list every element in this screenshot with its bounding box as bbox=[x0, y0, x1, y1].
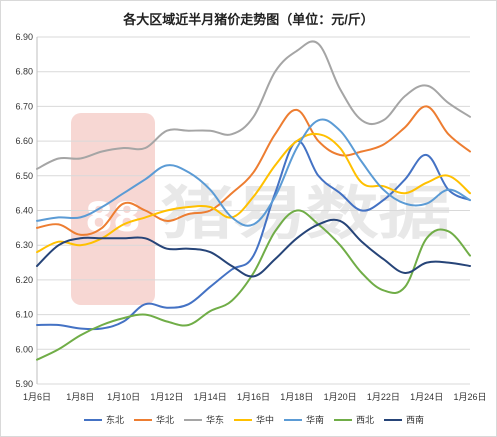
x-tick-label: 1月12日 bbox=[150, 392, 183, 402]
y-tick-label: 6.30 bbox=[15, 240, 33, 250]
x-axis-ticks: 1月6日 1月8日 1月10日 1月12日 1月14日 1月16日 1月18日 1月20日 1月… bbox=[23, 392, 487, 402]
y-tick-label: 6.60 bbox=[15, 136, 33, 146]
series-line-4 bbox=[36, 118, 471, 227]
y-tick-label: 6.80 bbox=[15, 67, 33, 77]
y-tick-label: 6.50 bbox=[15, 171, 33, 181]
y-tick-label: 6.10 bbox=[15, 310, 33, 320]
x-tick-label: 1月20日 bbox=[324, 392, 357, 402]
x-tick-label: 1月8日 bbox=[66, 392, 94, 402]
legend-label-6: 西南 bbox=[406, 414, 424, 425]
x-tick-label: 1月18日 bbox=[280, 392, 313, 402]
y-tick-label: 6.70 bbox=[15, 101, 33, 111]
legend-label-3: 华中 bbox=[256, 414, 274, 425]
series-line-5 bbox=[36, 209, 471, 361]
watermark: 88 猪易数据 bbox=[71, 113, 451, 305]
series-line-2 bbox=[36, 40, 471, 170]
y-tick-label: 6.00 bbox=[15, 344, 33, 354]
series-line-0 bbox=[36, 140, 471, 331]
x-tick-label: 1月16日 bbox=[237, 392, 270, 402]
series-line-3 bbox=[36, 132, 471, 254]
x-tick-label: 1月24日 bbox=[410, 392, 443, 402]
y-tick-label: 6.20 bbox=[15, 275, 33, 285]
grid-lines bbox=[36, 36, 470, 385]
x-tick-label: 1月22日 bbox=[367, 392, 400, 402]
y-tick-label: 5.90 bbox=[15, 379, 33, 389]
legend-label-0: 东北 bbox=[106, 414, 124, 425]
legend: 东北 华北 华东 华中 华南 西北 西南 bbox=[84, 414, 424, 425]
y-tick-label: 6.90 bbox=[15, 32, 33, 42]
legend-label-2: 华东 bbox=[206, 414, 224, 425]
legend-label-1: 华北 bbox=[156, 414, 174, 425]
legend-label-4: 华南 bbox=[306, 414, 324, 425]
x-tick-label: 1月6日 bbox=[23, 392, 51, 402]
x-tick-label: 1月26日 bbox=[453, 392, 486, 402]
legend-label-5: 西北 bbox=[356, 415, 374, 425]
watermark-logo-icon bbox=[71, 113, 155, 305]
y-axis-ticks: 5.90 6.00 6.10 6.20 6.30 6.40 6.50 6.60 6.70 6.80… bbox=[15, 32, 33, 389]
y-tick-label: 6.40 bbox=[15, 206, 33, 216]
series-lines bbox=[36, 40, 471, 361]
x-tick-label: 1月10日 bbox=[107, 392, 140, 402]
series-line-1 bbox=[36, 105, 471, 236]
watermark-logo-text: 88 bbox=[85, 195, 141, 241]
x-tick-label: 1月14日 bbox=[194, 392, 227, 402]
chart-title: 各大区域近半月猪价走势图（单位：元/斤） bbox=[123, 12, 374, 27]
series-line-6 bbox=[36, 218, 471, 278]
